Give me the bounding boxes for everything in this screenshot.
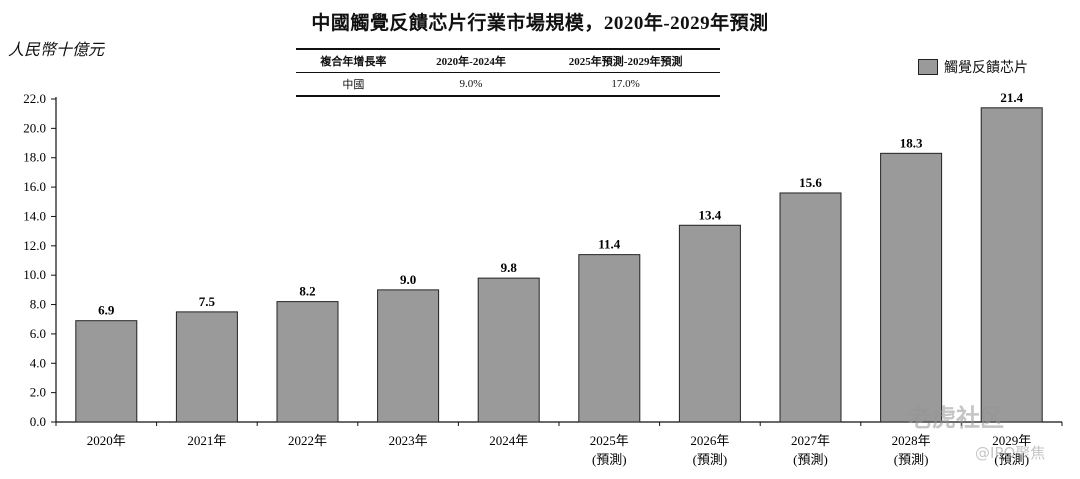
x-tick-label: 2027年 <box>791 433 830 448</box>
data-label: 9.0 <box>400 272 416 287</box>
data-label: 7.5 <box>199 294 216 309</box>
bar <box>779 192 842 423</box>
y-tick-label: 22.0 <box>23 91 46 106</box>
y-axis-unit-label: 人民幣十億元 <box>8 42 105 59</box>
bar <box>678 224 741 423</box>
cagr-table-row: 中國 9.0% 17.0% <box>296 73 720 96</box>
cagr-header-label: 複合年增長率 <box>320 56 387 68</box>
x-tick-label: 2024年 <box>489 433 528 448</box>
x-tick-label: 2022年 <box>288 433 327 448</box>
data-label: 9.8 <box>501 260 518 275</box>
y-tick-label: 20.0 <box>23 120 46 135</box>
bar <box>477 277 540 423</box>
y-tick-label: 4.0 <box>30 355 46 370</box>
x-tick-note: (預測) <box>793 452 828 467</box>
bar <box>276 301 339 423</box>
data-label: 18.3 <box>900 135 923 150</box>
cagr-header-historical: 2020年-2024年 <box>436 56 506 68</box>
y-tick-label: 18.0 <box>23 150 46 165</box>
x-tick-label: 2029年 <box>992 433 1031 448</box>
bar <box>75 320 138 423</box>
legend: 觸覺反饋芯片 <box>918 57 1028 77</box>
legend-label: 觸覺反饋芯片 <box>944 61 1028 76</box>
y-tick-label: 12.0 <box>23 238 46 253</box>
x-tick-label: 2023年 <box>389 433 428 448</box>
bar <box>880 152 943 423</box>
x-tick-note: (預測) <box>894 452 929 467</box>
watermark-logo: 老虎社区 <box>908 404 1004 432</box>
bar <box>175 311 238 423</box>
x-tick-label: 2025年 <box>590 433 629 448</box>
cagr-header-forecast: 2025年預測-2029年預測 <box>568 56 683 68</box>
y-tick-label: 6.0 <box>30 326 46 341</box>
data-label: 21.4 <box>1000 90 1023 105</box>
data-label: 15.6 <box>799 175 822 190</box>
bar <box>578 254 641 423</box>
x-tick-note: (預測) <box>994 452 1029 467</box>
data-label: 13.4 <box>699 207 722 222</box>
x-tick-label: 2026年 <box>690 433 729 448</box>
y-tick-label: 16.0 <box>23 179 46 194</box>
x-tick-label: 2028年 <box>892 433 931 448</box>
data-label: 8.2 <box>299 284 315 299</box>
y-tick-label: 14.0 <box>23 208 46 223</box>
y-tick-label: 2.0 <box>30 385 46 400</box>
x-tick-note: (預測) <box>693 452 728 467</box>
y-tick-label: 0.0 <box>30 414 46 429</box>
x-tick-note: (預測) <box>592 452 627 467</box>
x-tick-label: 2020年 <box>87 433 126 448</box>
cagr-row-historical: 9.0% <box>459 78 483 90</box>
y-tick-label: 10.0 <box>23 267 46 282</box>
watermark-source: @IPO聚焦 <box>975 444 1046 462</box>
cagr-table: 複合年增長率 2020年-2024年 2025年預測-2029年預測 中國 9.… <box>296 48 720 97</box>
legend-swatch <box>918 59 938 75</box>
cagr-row-forecast: 17.0% <box>611 78 640 90</box>
data-label: 6.9 <box>98 303 115 318</box>
chart-title: 中國觸覺反饋芯片行業市場規模，2020年-2029年預測 <box>311 13 769 34</box>
bar <box>980 107 1043 423</box>
bar <box>377 289 440 423</box>
data-label: 11.4 <box>598 237 621 252</box>
y-tick-label: 8.0 <box>30 297 46 312</box>
x-tick-label: 2021年 <box>187 433 226 448</box>
cagr-table-header-row: 複合年增長率 2020年-2024年 2025年預測-2029年預測 <box>296 49 720 73</box>
cagr-row-region: 中國 <box>342 79 365 91</box>
